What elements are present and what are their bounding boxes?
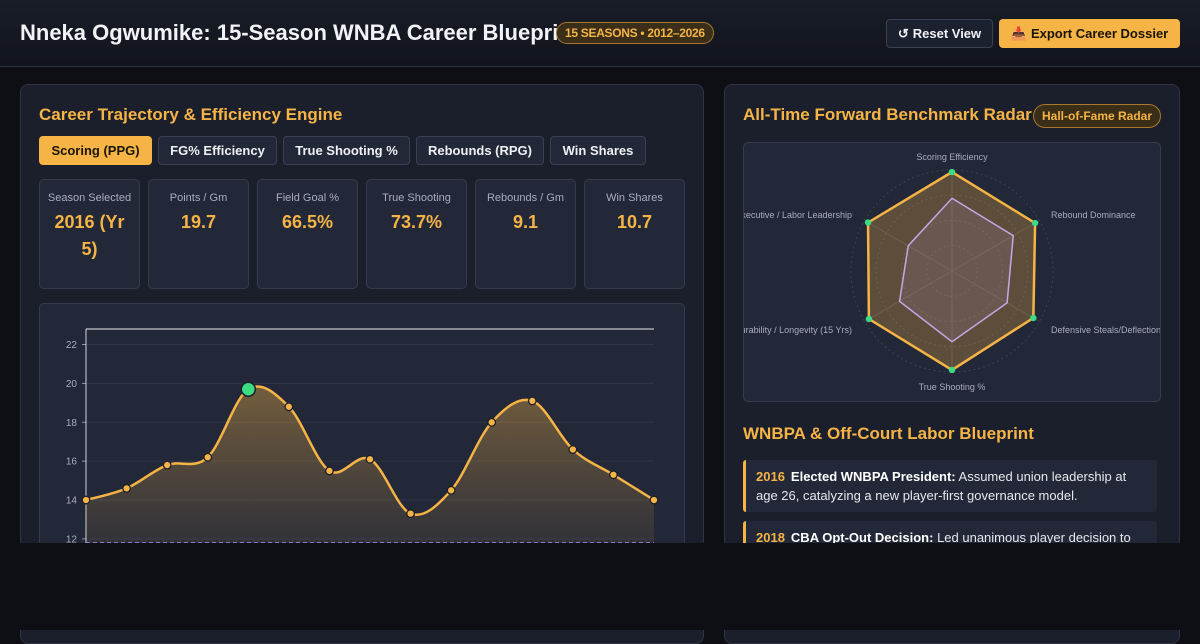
radar-vertex <box>864 219 872 226</box>
tab-rebounds[interactable]: Rebounds (RPG) <box>416 136 544 165</box>
radar-axis-label: Rebound Dominance <box>1051 210 1136 220</box>
tab-label: True Shooting % <box>295 143 398 158</box>
top-bar: Nneka Ogwumike: 15-Season WNBA Career Bl… <box>0 0 1200 67</box>
tab-label: Win Shares <box>562 143 634 158</box>
y-tick-label: 16 <box>66 457 78 468</box>
radar-axis-label: Executive / Labor Leadership <box>744 210 852 220</box>
stat-card-points: Points / Gm 19.7 <box>148 179 249 289</box>
stat-label: Points / Gm <box>169 192 228 204</box>
reset-icon: ↺ <box>897 25 909 41</box>
radar-chart: Scoring Efficiency Rebound Dominance Defen… <box>744 152 1161 392</box>
career-trajectory-panel: Career Trajectory & Efficiency Engine Sc… <box>20 84 704 644</box>
stat-card-ts: True Shooting 73.7% <box>366 179 467 289</box>
tab-label: Scoring (PPG) <box>51 143 140 158</box>
radar-title: All-Time Forward Benchmark Radar <box>743 105 1032 124</box>
stat-label: True Shooting <box>382 192 451 204</box>
data-point <box>568 445 578 454</box>
y-tick-label: 22 <box>66 340 78 351</box>
timeline-text: Assumed union leadership at age 26, cata… <box>756 469 1127 503</box>
radar-chart-container: Scoring Efficiency Rebound Dominance Defen… <box>743 142 1161 402</box>
stat-value: 66.5% <box>281 212 334 232</box>
download-icon: 📥 <box>1010 25 1027 41</box>
stat-value: 9.1 <box>512 212 539 232</box>
data-point <box>487 417 497 427</box>
data-point <box>527 396 537 406</box>
timeline-year: 2018 <box>756 530 785 545</box>
page-title: Nneka Ogwumike: 15-Season WNBA Career Bl… <box>20 20 580 45</box>
tab-scoring[interactable]: Scoring (PPG) <box>39 136 152 165</box>
tab-label: FG% Efficiency <box>170 143 265 158</box>
radar-spoke <box>864 270 953 322</box>
area-fill <box>86 386 654 562</box>
radar-series-compare <box>898 197 1015 343</box>
hall-of-fame-badge: Hall-of-Fame Radar <box>1033 104 1162 128</box>
stat-value: 10.7 <box>616 212 653 232</box>
radar-axis-label: Scoring Efficiency <box>916 152 988 162</box>
radar-spoke <box>951 270 1040 322</box>
stat-card-rebounds: Rebounds / Gm 9.1 <box>475 179 576 289</box>
stat-value: 73.7% <box>390 212 443 232</box>
page-bottom-background <box>0 543 1200 630</box>
trajectory-chart[interactable]: 12 14 16 18 20 22 <box>40 304 685 563</box>
timeline-year: 2016 <box>756 469 785 484</box>
y-tick-label: 18 <box>66 418 78 429</box>
radar-vertex <box>948 168 956 176</box>
radar-vertex <box>1030 314 1037 322</box>
export-dossier-label: Export Career Dossier <box>1030 26 1169 41</box>
labor-blueprint-title: WNBPA & Off-Court Labor Blueprint <box>743 424 1034 443</box>
radar-axis-label: True Shooting % <box>919 382 986 392</box>
timeline-headline: Elected WNBPA President: <box>790 469 956 484</box>
data-point <box>649 495 659 505</box>
trajectory-chart-container: 12 14 16 18 20 22 <box>39 303 685 563</box>
data-point <box>162 460 172 470</box>
data-point <box>446 485 456 495</box>
y-tick-label: 14 <box>66 496 78 507</box>
tab-fg-efficiency[interactable]: FG% Efficiency <box>158 136 277 165</box>
stat-label: Rebounds / Gm <box>486 192 565 204</box>
radar-vertex <box>948 366 956 374</box>
timeline-headline: CBA Opt-Out Decision: <box>790 530 934 545</box>
data-point <box>608 470 618 480</box>
radar-grid-ring <box>901 220 1003 322</box>
export-dossier-button[interactable]: 📥 Export Career Dossier <box>999 19 1180 48</box>
tab-true-shooting[interactable]: True Shooting % <box>283 136 410 165</box>
radar-vertex <box>865 315 873 323</box>
data-point <box>406 509 416 519</box>
stat-value: 19.7 <box>180 212 217 232</box>
stat-card-win-shares: Win Shares 10.7 <box>584 179 685 289</box>
reset-view-label: Reset View <box>912 26 982 41</box>
tab-label: Rebounds (RPG) <box>428 143 532 158</box>
y-tick-label: 20 <box>66 379 78 390</box>
radar-vertex <box>1031 219 1039 227</box>
timeline-item: 2016 Elected WNBPA President: Assumed uni… <box>743 460 1157 512</box>
stat-label: Win Shares <box>606 192 663 204</box>
seasons-badge: 15 SEASONS • 2012–2026 <box>556 22 714 44</box>
data-point <box>203 452 213 462</box>
highlighted-point <box>240 381 257 397</box>
radar-axis-label: Durability / Longevity (15 Yrs) <box>744 325 852 335</box>
data-point <box>81 495 91 505</box>
tab-win-shares[interactable]: Win Shares <box>550 136 646 165</box>
data-point <box>284 402 294 412</box>
reset-view-button[interactable]: ↺ Reset View <box>886 19 993 48</box>
stat-label: Field Goal % <box>276 192 339 204</box>
radar-axis-label: Defensive Steals/Deflections <box>1051 325 1161 335</box>
stat-label: Season Selected <box>47 192 132 204</box>
radar-spoke <box>951 220 1040 272</box>
y-tick-label: 12 <box>66 534 78 545</box>
radar-grid-ring <box>926 245 978 297</box>
stat-card-season: Season Selected 2016 (Yr 5) <box>39 179 140 289</box>
timeline-text: Led unanimous player decision to <box>937 530 1131 545</box>
data-point <box>324 466 334 476</box>
stat-card-fg: Field Goal % 66.5% <box>257 179 358 289</box>
data-point <box>365 454 375 464</box>
stat-value: 2016 (Yr 5) <box>54 212 125 259</box>
trajectory-title: Career Trajectory & Efficiency Engine <box>39 105 343 124</box>
data-point <box>122 483 132 493</box>
